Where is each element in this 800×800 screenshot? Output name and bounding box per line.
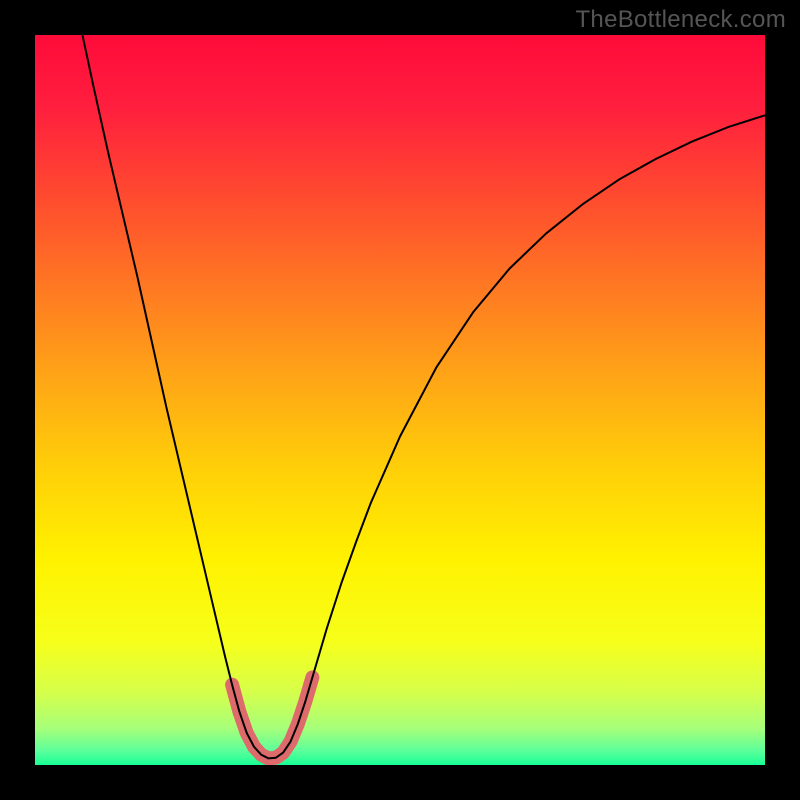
bottleneck-curve [82, 35, 765, 758]
watermark-text: TheBottleneck.com [575, 6, 786, 34]
plot-area [35, 35, 765, 765]
plot-svg [35, 35, 765, 765]
chart-canvas: TheBottleneck.com [0, 0, 800, 800]
